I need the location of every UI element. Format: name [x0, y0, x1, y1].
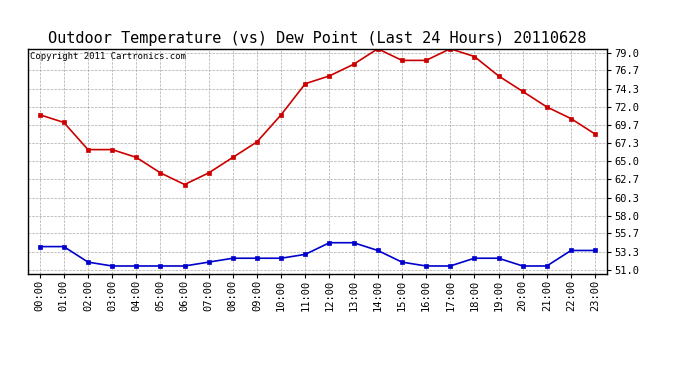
Title: Outdoor Temperature (vs) Dew Point (Last 24 Hours) 20110628: Outdoor Temperature (vs) Dew Point (Last… [48, 31, 586, 46]
Text: Copyright 2011 Cartronics.com: Copyright 2011 Cartronics.com [30, 52, 186, 61]
